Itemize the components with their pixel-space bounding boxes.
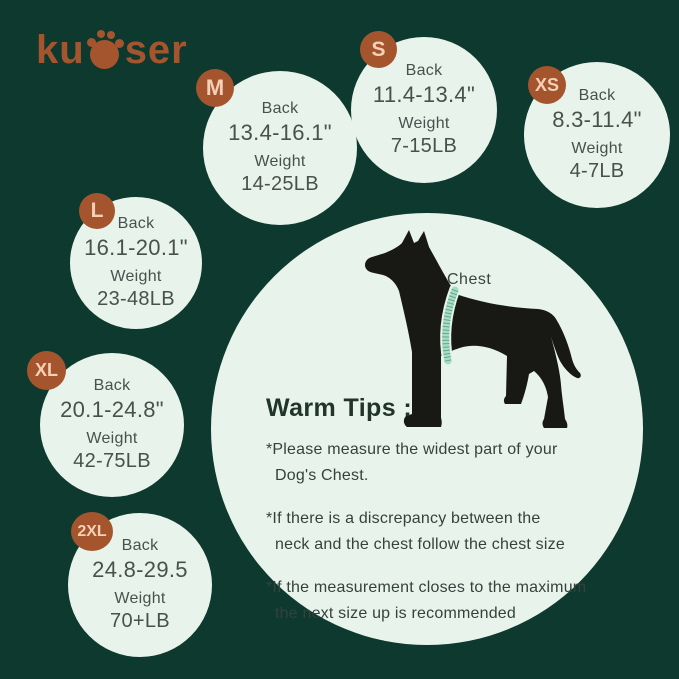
weight-range: 70+LB [110, 610, 170, 632]
size-badge-xs: XS [528, 66, 566, 104]
warm-tip-1: *Please measure the widest part of your … [266, 441, 558, 484]
back-label: Back [121, 537, 159, 554]
back-label: Back [405, 62, 443, 79]
back-range: 20.1-24.8" [60, 397, 164, 422]
weight-label: Weight [114, 590, 166, 607]
size-badge-s: S [360, 31, 397, 68]
brand-logo: ku ser [36, 26, 188, 70]
back-range: 8.3-11.4" [552, 107, 642, 132]
weight-range: 7-15LB [390, 135, 458, 157]
back-label: Back [261, 100, 299, 117]
back-label: Back [93, 377, 131, 394]
weight-label: Weight [571, 140, 623, 157]
weight-range: 42-75LB [73, 450, 151, 472]
weight-range: 23-48LB [97, 288, 175, 310]
logo-text-prefix: ku [36, 28, 85, 72]
back-range: 16.1-20.1" [84, 235, 188, 260]
dog-silhouette [365, 230, 581, 428]
back-range: 11.4-13.4" [372, 82, 476, 107]
weight-label: Weight [254, 153, 306, 170]
size-badge-m: M [196, 69, 234, 107]
back-range: 13.4-16.1" [228, 120, 332, 145]
logo-text-suffix: ser [124, 28, 188, 72]
paw-icon [86, 26, 124, 70]
measurement-diagram-circle: Chest Warm Tips : *Please measure the wi… [211, 213, 643, 645]
size-circle-2xl: Back 24.8-29.5 Weight 70+LB [68, 513, 212, 657]
warm-tips-title: Warm Tips : [266, 394, 413, 422]
warm-tips-section: Warm Tips : *Please measure the widest p… [266, 394, 610, 644]
size-circle-m: Back 13.4-16.1" Weight 14-25LB [203, 71, 357, 225]
weight-label: Weight [86, 430, 138, 447]
size-circle-xl: Back 20.1-24.8" Weight 42-75LB [40, 353, 184, 497]
back-label: Back [117, 215, 155, 232]
back-label: Back [578, 87, 616, 104]
back-range: 24.8-29.5 [92, 557, 188, 582]
weight-label: Weight [398, 115, 450, 132]
weight-range: 4-7LB [569, 160, 625, 182]
size-badge-l: L [79, 193, 115, 229]
warm-tip-2: *If there is a discrepancy between the n… [266, 510, 565, 553]
weight-label: Weight [110, 268, 162, 285]
size-badge-xl: XL [27, 351, 66, 390]
warm-tip-3: *If the measurement closes to the maximu… [266, 579, 587, 622]
size-badge-2xl: 2XL [71, 512, 113, 551]
weight-range: 14-25LB [241, 173, 319, 195]
chest-label: Chest [447, 271, 492, 288]
chest-tape-icon [440, 283, 461, 368]
size-circle-xs: Back 8.3-11.4" Weight 4-7LB [524, 62, 670, 208]
